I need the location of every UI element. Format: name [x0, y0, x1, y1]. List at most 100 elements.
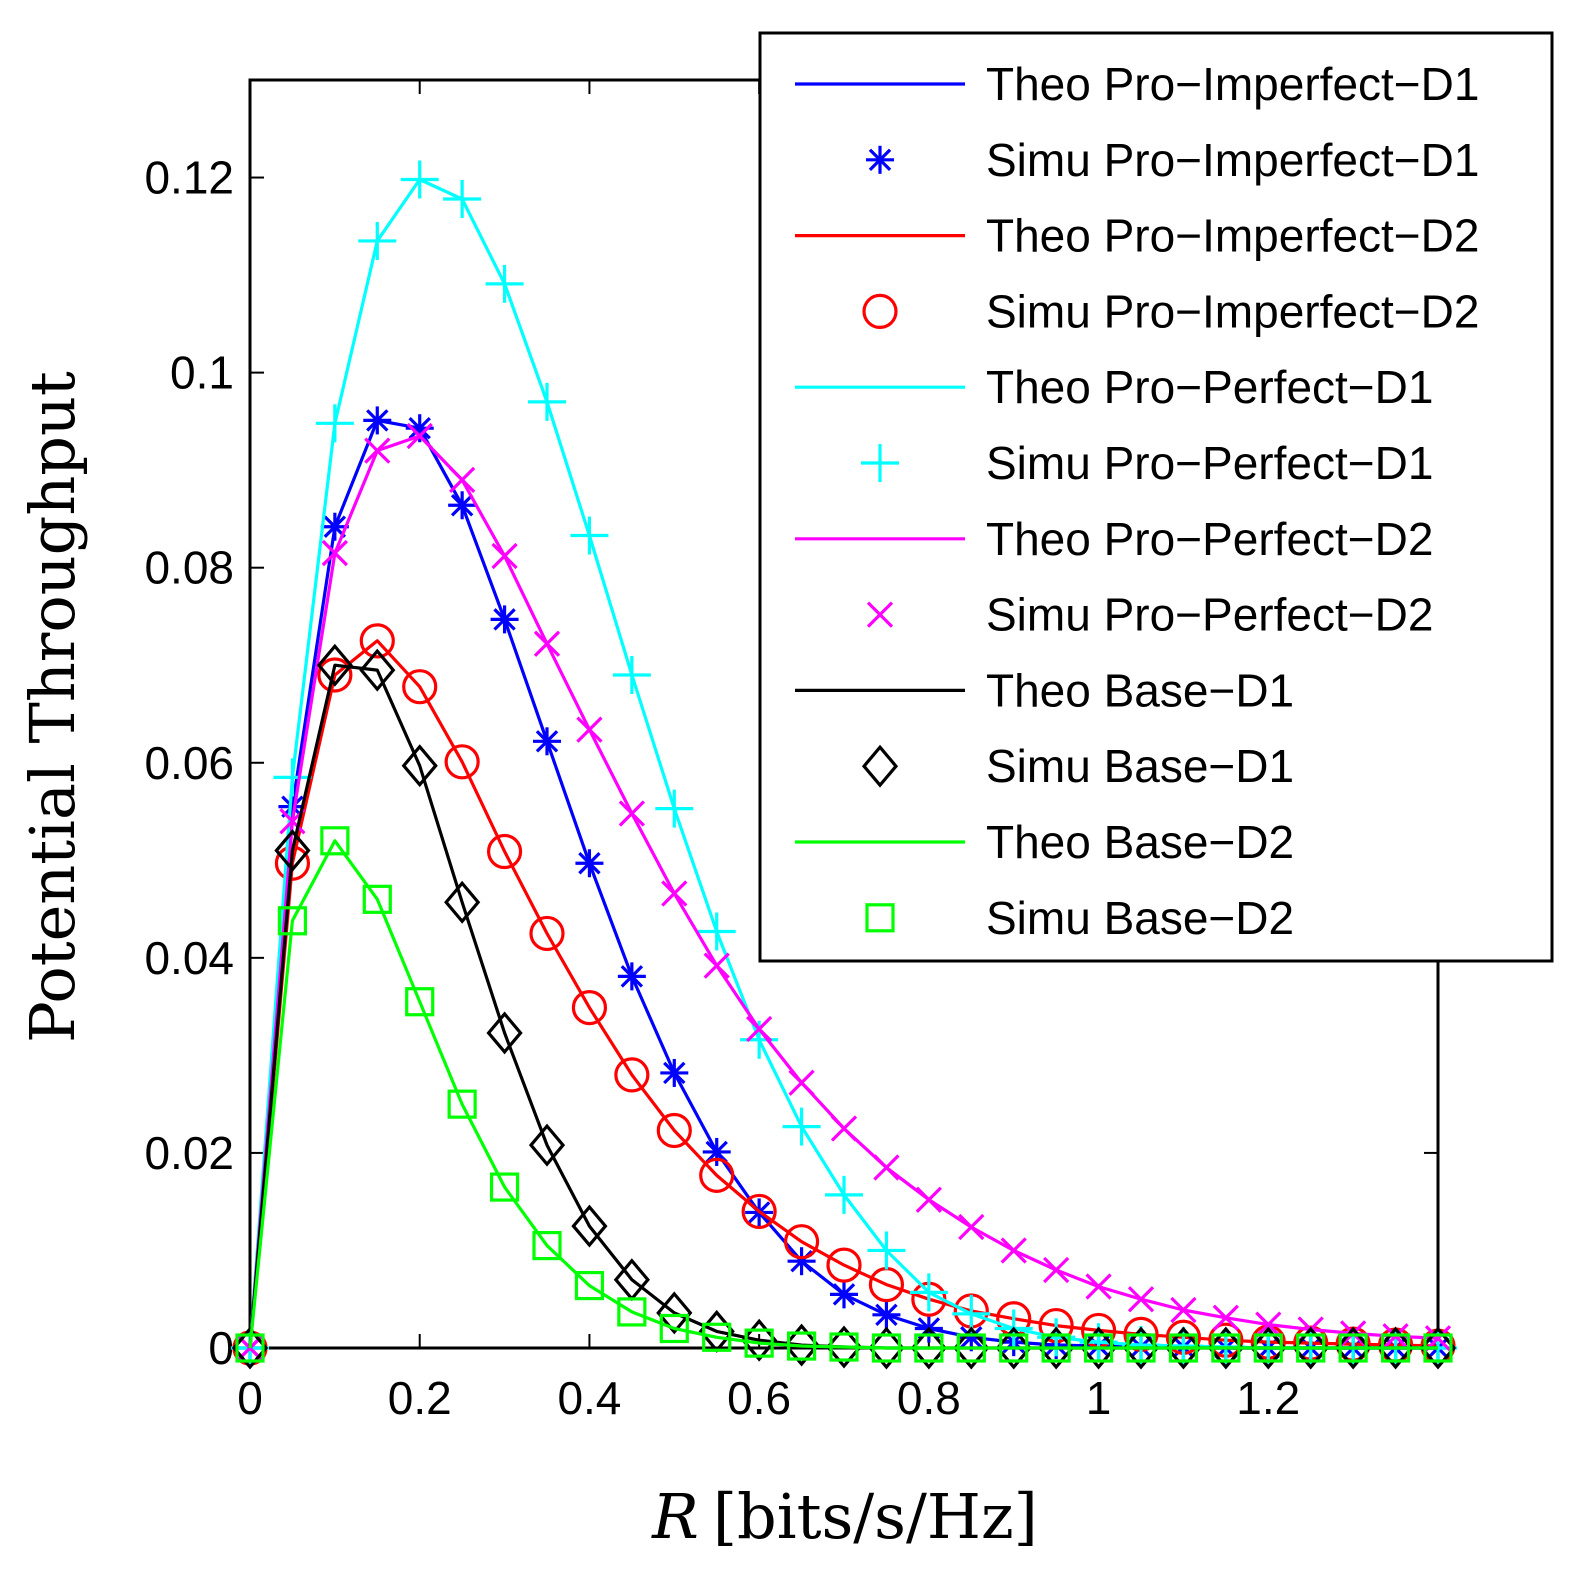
data-point-cross: [873, 1154, 900, 1181]
data-point-plus: [697, 912, 736, 951]
legend-marker-sample: [866, 145, 894, 174]
data-point-cross: [406, 422, 433, 450]
x-tick-label: 0.6: [727, 1372, 791, 1424]
legend-entry-theo: Theo Pro−Imperfect−D2: [986, 210, 1479, 262]
data-point-square: [1338, 1333, 1368, 1363]
data-point-square: [574, 1270, 605, 1301]
data-point-cross: [1212, 1304, 1239, 1331]
data-point-cross: [1424, 1325, 1452, 1352]
data-point-asterisk-stroke: [705, 1140, 728, 1164]
data-point-cross-stroke: [533, 630, 561, 657]
data-point-diamond: [231, 1326, 269, 1370]
data-point-diamond: [783, 1323, 820, 1367]
data-point-square: [235, 1333, 265, 1363]
x-tick-label: 0.4: [557, 1372, 621, 1424]
data-point-plus: [358, 221, 397, 260]
data-point-square: [1296, 1333, 1326, 1363]
data-point-square: [871, 1333, 902, 1363]
data-point-cross-stroke: [1043, 1256, 1070, 1284]
data-point-cross: [1340, 1320, 1367, 1347]
data-point-cross-stroke: [661, 880, 688, 907]
data-point-cross-stroke: [746, 1015, 773, 1043]
legend-entry-theo: Theo Pro−Imperfect−D1: [986, 58, 1479, 110]
data-point-cross-stroke: [1255, 1311, 1282, 1338]
legend-entry-theo: Theo Pro−Perfect−D2: [986, 513, 1433, 565]
data-point-plus: [825, 1175, 863, 1214]
axis-ticks: 0 0.2 0.4 0.6 0.8 1 1.2 0 0.02 0.04 0.06 0.08 0.1 0.1…: [144, 80, 1438, 1424]
data-point-square: [1253, 1333, 1283, 1363]
y-axis-label: Potential Throughput: [16, 371, 89, 1043]
data-point-cross: [915, 1186, 942, 1213]
data-point-diamond: [359, 648, 396, 692]
data-point-cross-stroke: [1424, 1325, 1452, 1352]
data-point-plus: [867, 1231, 906, 1270]
data-point-cross: [958, 1213, 985, 1241]
data-point-asterisk: [872, 1300, 901, 1329]
data-point-square: [277, 906, 308, 936]
legend-marker-sample: [861, 444, 899, 482]
series-group: [231, 160, 1457, 1370]
data-point-diamond: [1377, 1326, 1414, 1370]
data-point-asterisk-stroke: [323, 515, 347, 538]
data-point-cross-stroke: [364, 437, 391, 464]
data-point-square: [786, 1331, 817, 1361]
data-point-diamond: [741, 1318, 778, 1362]
data-point-cross: [618, 800, 645, 827]
data-point-diamond: [528, 1123, 566, 1167]
data-point-cross-stroke: [958, 1213, 985, 1241]
data-point-asterisk-stroke: [832, 1283, 856, 1306]
data-point-cross: [364, 437, 391, 464]
data-point-circle: [826, 1247, 862, 1283]
data-point-cross: [576, 716, 603, 743]
legend: Theo Pro−Imperfect−D1 Simu Pro−Imperfect−…: [758, 31, 1554, 963]
y-tick-label: 0.02: [144, 1127, 234, 1179]
data-point-plus: [485, 264, 524, 303]
data-point-square: [320, 826, 350, 856]
data-point-cross-stroke: [491, 542, 518, 570]
data-point-circle: [783, 1224, 820, 1260]
data-point-cross-stroke: [406, 422, 433, 450]
data-point-circle: [571, 989, 608, 1026]
data-point-square: [999, 1333, 1029, 1363]
data-point-cross: [1255, 1311, 1282, 1338]
data-point-diamond: [1292, 1326, 1329, 1370]
data-point-cross-stroke: [830, 1115, 858, 1142]
data-point-square: [744, 1328, 774, 1358]
data-point-cross: [746, 1015, 773, 1043]
data-point-cross-stroke: [1340, 1320, 1367, 1347]
data-point-asterisk: [617, 962, 646, 991]
data-point-cross-stroke: [1085, 1273, 1112, 1300]
data-point-asterisk-stroke: [960, 1326, 983, 1349]
data-point-circle: [614, 1057, 650, 1093]
data-point-diamond: [274, 829, 311, 873]
y-tick-label: 0.06: [144, 737, 234, 789]
data-point-asterisk: [533, 727, 561, 756]
data-point-asterisk-stroke: [535, 730, 559, 753]
data-point-diamond: [656, 1291, 693, 1335]
data-point-square: [1168, 1333, 1199, 1363]
data-point-cross-stroke: [1170, 1296, 1197, 1324]
data-point-cross-stroke: [703, 952, 730, 979]
data-point-diamond: [316, 643, 353, 687]
data-point-asterisk-stroke: [408, 417, 431, 440]
legend-marker-sample: [861, 744, 899, 788]
data-point-plus: [315, 404, 354, 443]
data-point-plus: [528, 382, 566, 421]
data-point-cross-stroke: [915, 1186, 942, 1213]
data-point-cross: [533, 630, 561, 657]
data-point-square: [489, 1172, 520, 1202]
data-point-asterisk: [575, 849, 604, 878]
legend-entry-simu: Simu Pro−Imperfect−D1: [986, 134, 1479, 186]
data-point-plus: [909, 1273, 948, 1312]
data-point-square: [617, 1297, 647, 1327]
y-tick-label: 0: [208, 1322, 234, 1374]
data-point-diamond: [910, 1326, 947, 1370]
data-point-diamond: [825, 1325, 863, 1369]
data-point-circle: [402, 669, 438, 705]
data-point-plus: [612, 655, 651, 694]
data-point-square: [829, 1332, 859, 1362]
data-point-cross-stroke: [449, 466, 476, 494]
data-point-square: [1423, 1333, 1453, 1363]
y-tick-label: 0.04: [144, 932, 234, 984]
